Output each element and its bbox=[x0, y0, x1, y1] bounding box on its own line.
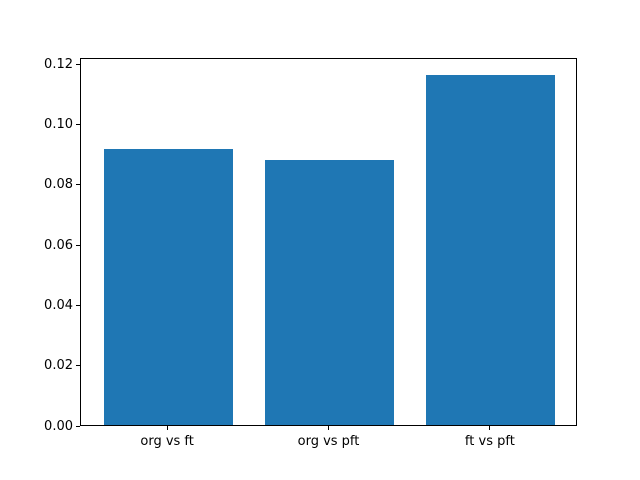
x-tick-mark bbox=[489, 426, 491, 430]
plot-area bbox=[80, 58, 577, 426]
y-tick-mark bbox=[76, 244, 80, 246]
x-tick-mark bbox=[328, 426, 329, 430]
y-tick-label: 0.04 bbox=[44, 297, 73, 313]
x-tick-label: ft vs pft bbox=[464, 434, 515, 449]
y-tick-mark bbox=[76, 365, 80, 367]
x-tick-label: org vs ft bbox=[140, 434, 194, 449]
y-tick-mark bbox=[76, 304, 80, 306]
bar-ft-vs-pft bbox=[426, 75, 556, 425]
x-tick-mark bbox=[166, 426, 168, 430]
y-tick-label: 0.08 bbox=[44, 177, 73, 193]
y-tick-mark bbox=[76, 123, 80, 125]
y-tick-mark bbox=[76, 425, 80, 427]
y-tick-label: 0.02 bbox=[44, 358, 73, 374]
y-tick-label: 0.10 bbox=[44, 116, 73, 132]
bar-org-vs-ft bbox=[103, 149, 233, 425]
y-tick-label: 0.12 bbox=[44, 56, 73, 72]
y-tick-mark bbox=[76, 63, 80, 65]
x-tick-label: org vs pft bbox=[297, 434, 360, 449]
y-tick-label: 0.00 bbox=[44, 418, 73, 434]
bar-org-vs-pft bbox=[264, 160, 395, 425]
y-tick-mark bbox=[76, 184, 80, 186]
y-tick-label: 0.06 bbox=[44, 237, 73, 253]
